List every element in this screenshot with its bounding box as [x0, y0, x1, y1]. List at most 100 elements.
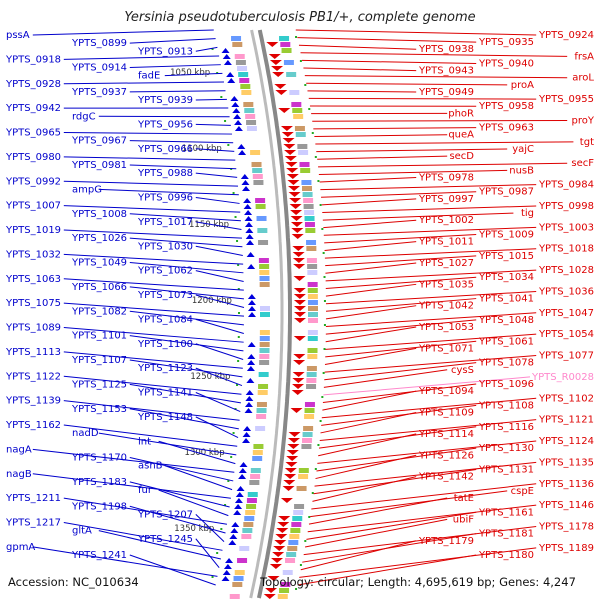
- cog-block-right: [307, 318, 318, 323]
- right-leader-line: [319, 419, 537, 442]
- cog-block-left: [259, 270, 270, 275]
- cog-block-left: [240, 84, 251, 89]
- left-leader-line: [158, 489, 229, 517]
- forward-gene-arrow: [243, 426, 252, 431]
- right-leader-line: [304, 518, 448, 548]
- reverse-gene-arrow: [293, 288, 306, 293]
- left-leader-line: [129, 505, 226, 534]
- reverse-gene-arrow: [290, 216, 303, 221]
- left-gene-label: nadD: [72, 428, 99, 439]
- left-gene-label: YPTS_1008: [71, 209, 127, 220]
- cog-block-left: [232, 42, 243, 47]
- reverse-gene-arrow: [293, 306, 306, 311]
- reverse-gene-arrow: [293, 276, 306, 281]
- right-gene-label: YPTS_1003: [538, 222, 594, 233]
- right-gene-label: YPTS_1042: [418, 301, 474, 312]
- cog-block-left: [245, 510, 256, 515]
- right-leader-line: [307, 90, 417, 93]
- cog-block-left: [260, 312, 270, 317]
- cog-block-left: [251, 162, 262, 167]
- cog-block-right: [302, 192, 313, 197]
- reverse-gene-arrow: [266, 42, 279, 47]
- cog-block-left: [259, 276, 270, 281]
- cog-block-right: [304, 414, 315, 419]
- cog-block-right: [298, 474, 309, 479]
- right-gene-label: YPTS_1131: [478, 465, 534, 476]
- forward-gene-arrow: [233, 510, 242, 515]
- reverse-gene-arrow: [288, 192, 301, 197]
- ruler-tick-label: 1200 kbp: [192, 296, 232, 306]
- right-leader-line: [317, 440, 537, 464]
- forward-gene-arrow: [221, 48, 230, 53]
- reverse-gene-arrow: [284, 468, 297, 473]
- reverse-gene-arrow: [285, 162, 298, 167]
- reverse-gene-arrow: [286, 456, 299, 461]
- cog-block-left: [244, 108, 255, 113]
- cog-block-left: [250, 474, 261, 479]
- cog-block-right: [294, 126, 305, 131]
- right-gene-label: YPTS_1015: [478, 251, 534, 262]
- cog-block-left: [259, 330, 270, 335]
- tick-dot: [308, 108, 311, 110]
- cog-block-left: [244, 516, 255, 521]
- left-leader-line: [195, 270, 244, 282]
- right-gene-label: YPTS_1041: [478, 294, 534, 305]
- right-leader-line: [320, 184, 537, 191]
- reverse-gene-arrow: [290, 222, 303, 227]
- right-leader-line: [306, 511, 477, 540]
- right-gene-label: YPTS_0940: [478, 58, 534, 69]
- forward-gene-arrow: [238, 468, 247, 473]
- tick-dot: [230, 456, 233, 458]
- right-gene-label: YPTS_1011: [418, 237, 474, 248]
- right-leader-line: [318, 169, 508, 175]
- left-leader-line: [63, 132, 233, 135]
- right-gene-label: YPTS_1179: [418, 536, 474, 547]
- forward-gene-arrow: [247, 354, 256, 359]
- left-leader-line: [195, 98, 227, 101]
- cog-block-left: [238, 72, 249, 77]
- left-gene-label: YPTS_0992: [5, 176, 61, 187]
- left-leader-line: [158, 440, 236, 465]
- right-leader-line: [295, 29, 537, 36]
- cog-block-left: [259, 306, 270, 311]
- left-gene-label: YPTS_1125: [71, 379, 127, 390]
- forward-gene-arrow: [230, 528, 239, 533]
- tick-dot: [232, 432, 235, 434]
- reverse-gene-arrow: [288, 438, 301, 443]
- left-gene-label: fadE: [138, 71, 160, 82]
- tick-dot: [317, 444, 320, 446]
- cog-block-left: [232, 582, 243, 587]
- cog-block-right: [292, 108, 303, 113]
- left-leader-line: [195, 148, 235, 152]
- cog-block-right: [298, 150, 309, 155]
- right-gene-label: YPTS_1048: [478, 315, 534, 326]
- tick-dot: [308, 516, 311, 518]
- right-gene-label: YPTS_0924: [538, 30, 594, 41]
- right-leader-line: [310, 490, 508, 518]
- tick-dot: [319, 420, 322, 422]
- cog-block-left: [242, 528, 253, 533]
- right-leader-line: [325, 276, 477, 289]
- cog-block-left: [229, 594, 240, 599]
- cog-block-right: [300, 168, 311, 173]
- cog-block-left: [250, 468, 261, 473]
- forward-gene-arrow: [238, 474, 247, 479]
- left-leader-line: [195, 46, 218, 52]
- right-gene-label: YPTS_1136: [538, 479, 594, 490]
- left-gene-label: YPTS_1153: [71, 404, 127, 415]
- tick-dot: [237, 336, 240, 338]
- cog-block-right: [285, 558, 296, 563]
- cog-block-left: [246, 120, 257, 125]
- left-gene-label: YPTS_1084: [137, 314, 193, 325]
- tick-dot: [311, 492, 314, 494]
- left-gene-label: YPTS_1019: [5, 225, 61, 236]
- right-gene-label: YPTS_1180: [478, 550, 534, 561]
- left-leader-line: [63, 156, 236, 161]
- cog-block-right: [294, 504, 305, 509]
- tick-dot: [237, 264, 240, 266]
- left-leader-line: [195, 123, 231, 126]
- right-leader-line: [325, 333, 537, 350]
- cog-block-right: [306, 378, 317, 383]
- cog-block-left: [241, 534, 252, 539]
- reverse-gene-arrow: [275, 534, 288, 539]
